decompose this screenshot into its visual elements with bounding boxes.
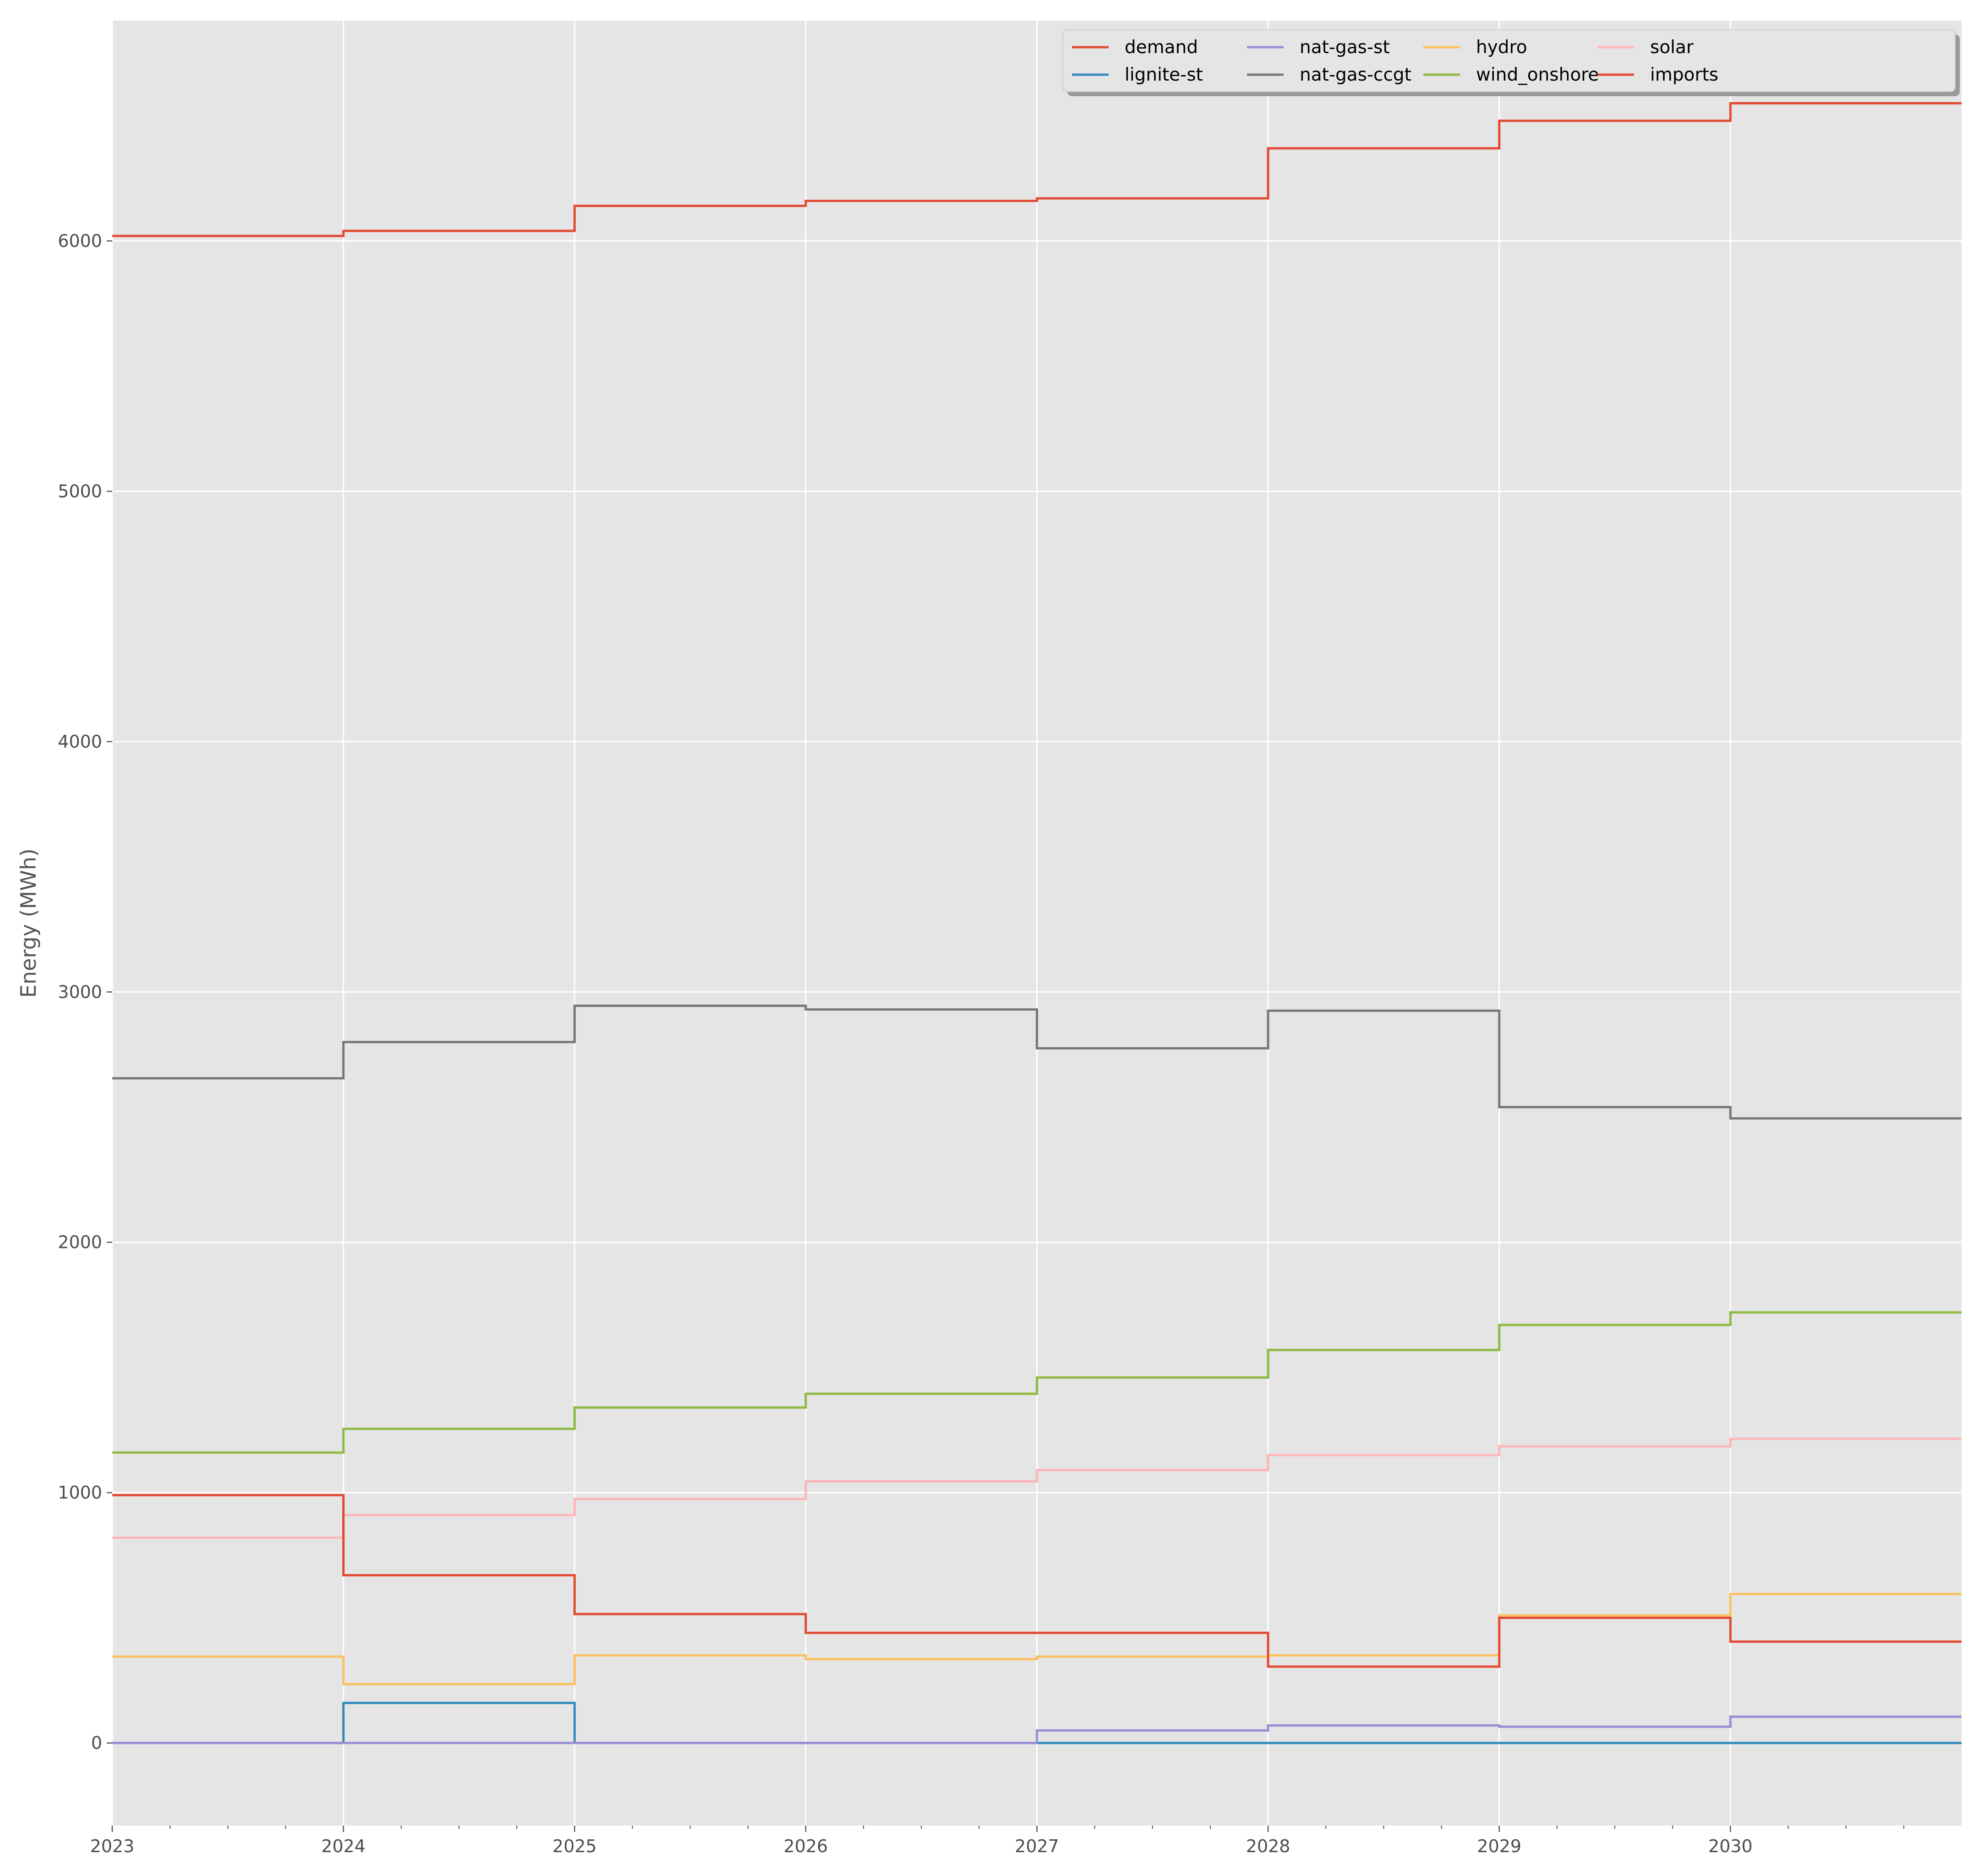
legend: demand lignite-st nat-gas-st nat-gas-ccgt hy… [1062, 29, 1960, 96]
x-tick-label: 2028 [1246, 1836, 1290, 1856]
series-layer [112, 102, 1962, 1745]
series-line-solar [112, 1438, 1962, 1539]
legend-label-imports: imports [1650, 65, 1718, 85]
x-tick-label: 2023 [90, 1836, 135, 1856]
axis-ticks: 0 1000 2000 3000 4000 5000 6000 2023 2024 2025 202… [58, 231, 1904, 1856]
y-tick-label: 4000 [58, 732, 102, 752]
series-line-hydro [112, 1593, 1962, 1685]
gridlines [111, 21, 1962, 1826]
legend-label-demand: demand [1125, 37, 1198, 58]
legend-label-nat-gas-st: nat-gas-st [1300, 37, 1390, 58]
series-line-wind_onshore [112, 1311, 1962, 1454]
y-tick-label: 1000 [58, 1482, 102, 1503]
x-tick-label: 2025 [552, 1836, 597, 1856]
series-line-imports [112, 1494, 1962, 1668]
series-line-demand [112, 102, 1962, 237]
x-tick-label: 2027 [1015, 1836, 1059, 1856]
x-tick-label: 2026 [784, 1836, 828, 1856]
y-axis-label: Energy (MWh) [16, 848, 41, 998]
y-tick-label: 0 [91, 1733, 102, 1753]
y-tick-label: 6000 [58, 231, 102, 251]
legend-label-lignite-st: lignite-st [1125, 65, 1203, 85]
series-line-nat-gas-st [112, 1715, 1962, 1745]
legend-label-hydro: hydro [1476, 37, 1527, 58]
y-tick-label: 5000 [58, 481, 102, 501]
series-line-nat-gas-ccgt [112, 1004, 1962, 1120]
legend-frame [1062, 29, 1956, 92]
legend-label-nat-gas-ccgt: nat-gas-ccgt [1300, 65, 1411, 85]
x-tick-label: 2024 [321, 1836, 366, 1856]
y-tick-label: 3000 [58, 982, 102, 1002]
legend-label-solar: solar [1650, 37, 1694, 58]
x-tick-label: 2029 [1477, 1836, 1521, 1856]
y-tick-label: 2000 [58, 1232, 102, 1252]
x-tick-label: 2030 [1708, 1836, 1753, 1856]
legend-label-wind_onshore: wind_onshore [1476, 65, 1599, 85]
